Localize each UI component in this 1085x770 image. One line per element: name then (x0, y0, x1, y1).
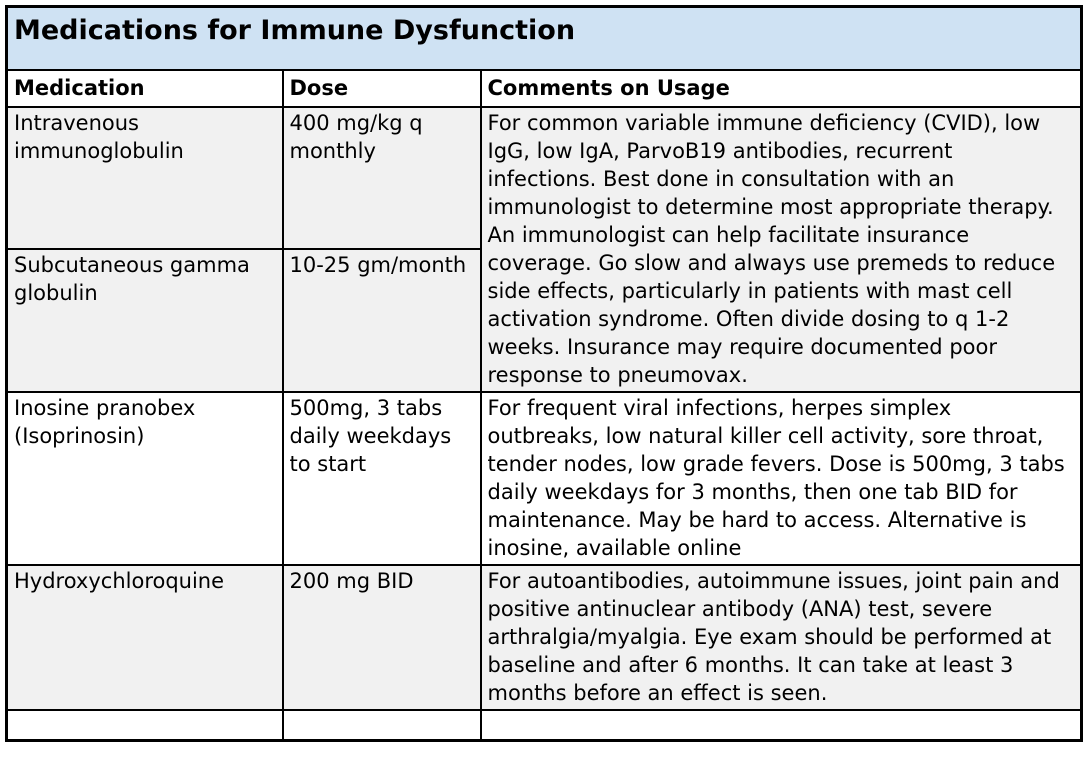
dose-cell (281, 708, 482, 742)
medication-name-cell: Intravenous immunoglobulin (5, 105, 284, 250)
comments-cell: For frequent viral infections, herpes si… (479, 390, 1083, 566)
medications-table: Medications for Immune Dysfunction Medic… (5, 5, 1083, 742)
medication-name-cell: Hydroxychloroquine (5, 563, 284, 711)
comments-cell: For autoantibodies, autoimmune issues, j… (479, 563, 1083, 711)
dose-cell: 400 mg/kg q monthly (281, 105, 482, 250)
table-row-hydroxychloroquine: Hydroxychloroquine 200 mg BID For autoan… (5, 563, 1083, 711)
medication-name-cell: Inosine pranobex (Isoprinosin) (5, 390, 284, 566)
table-title: Medications for Immune Dysfunction (5, 5, 1083, 71)
dose-cell: 10-25 gm/month (281, 248, 482, 393)
table-row-subcutaneous-gamma-globulin: Subcutaneous gamma globulin 10-25 gm/mon… (5, 248, 1082, 393)
comments-cell: For common variable immune deficiency (C… (479, 105, 1083, 393)
column-header-dose: Dose (281, 68, 482, 108)
medication-name-cell (5, 708, 284, 742)
dose-cell: 500mg, 3 tabs daily weekdays to start (281, 390, 482, 566)
column-header-medication: Medication (5, 68, 284, 108)
dose-cell: 200 mg BID (281, 563, 482, 711)
medication-name-cell: Subcutaneous gamma globulin (5, 248, 284, 393)
column-header-comments: Comments on Usage (479, 68, 1083, 108)
table-row-empty (5, 708, 1083, 742)
column-header-row: Medication Dose Comments on Usage (5, 68, 1083, 108)
table-row-inosine-pranobex: Inosine pranobex (Isoprinosin) 500mg, 3 … (5, 390, 1083, 566)
title-row: Medications for Immune Dysfunction (5, 5, 1083, 71)
table-row-intravenous-immunoglobulin: Intravenous immunoglobulin 400 mg/kg q m… (5, 105, 1083, 393)
comments-cell (479, 708, 1083, 742)
